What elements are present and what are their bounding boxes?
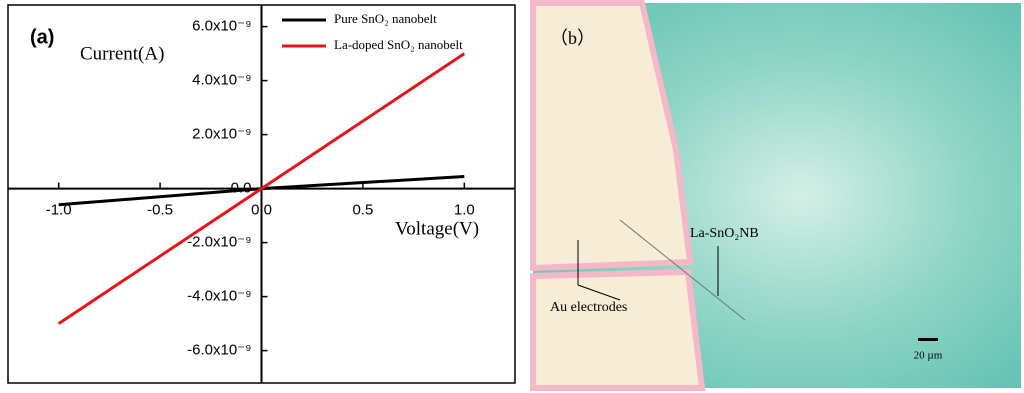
y-tick-label: 6.0x10⁻⁹ (192, 18, 251, 35)
x-tick-label: -1.0 (46, 202, 72, 219)
pointer (577, 284, 621, 301)
panel-label: （b） (550, 28, 595, 48)
electrode (530, 268, 706, 391)
micrograph: （b） La-SnO₂NB Au electrodes 20 µm (530, 0, 1021, 391)
plot-area (57, 52, 466, 325)
x-tick-label: 0.5 (352, 202, 373, 219)
panel-label: (a) (30, 26, 54, 48)
electrode (530, 0, 694, 272)
y-tick-label: -2.0x10⁻⁹ (187, 234, 251, 251)
series-line (57, 52, 466, 325)
y-tick-label: -4.0x10⁻⁹ (187, 288, 251, 305)
legend-label: Pure SnO₂ nanobelt (334, 11, 437, 26)
electrode-label: Au electrodes (550, 300, 627, 315)
y-tick-label: 4.0x10⁻⁹ (192, 72, 251, 89)
nanobelt (619, 219, 746, 321)
x-axis-label: Voltage(V) (395, 218, 479, 239)
scale-label: 20 µm (914, 350, 943, 362)
scale-bar (918, 338, 938, 341)
nanobelt-label: La-SnO₂NB (690, 226, 759, 241)
x-tick-label: 0.0 (251, 202, 272, 219)
y-tick-label: 0.0 (231, 180, 252, 197)
legend-label: La-doped SnO₂ nanobelt (334, 37, 463, 52)
y-axis-label: Current(A) (80, 43, 164, 64)
y-tick-label: -6.0x10⁻⁹ (187, 342, 251, 359)
y-tick-label: 2.0x10⁻⁹ (192, 126, 251, 143)
x-tick-label: -0.5 (147, 202, 173, 219)
x-tick-label: 1.0 (454, 202, 475, 219)
